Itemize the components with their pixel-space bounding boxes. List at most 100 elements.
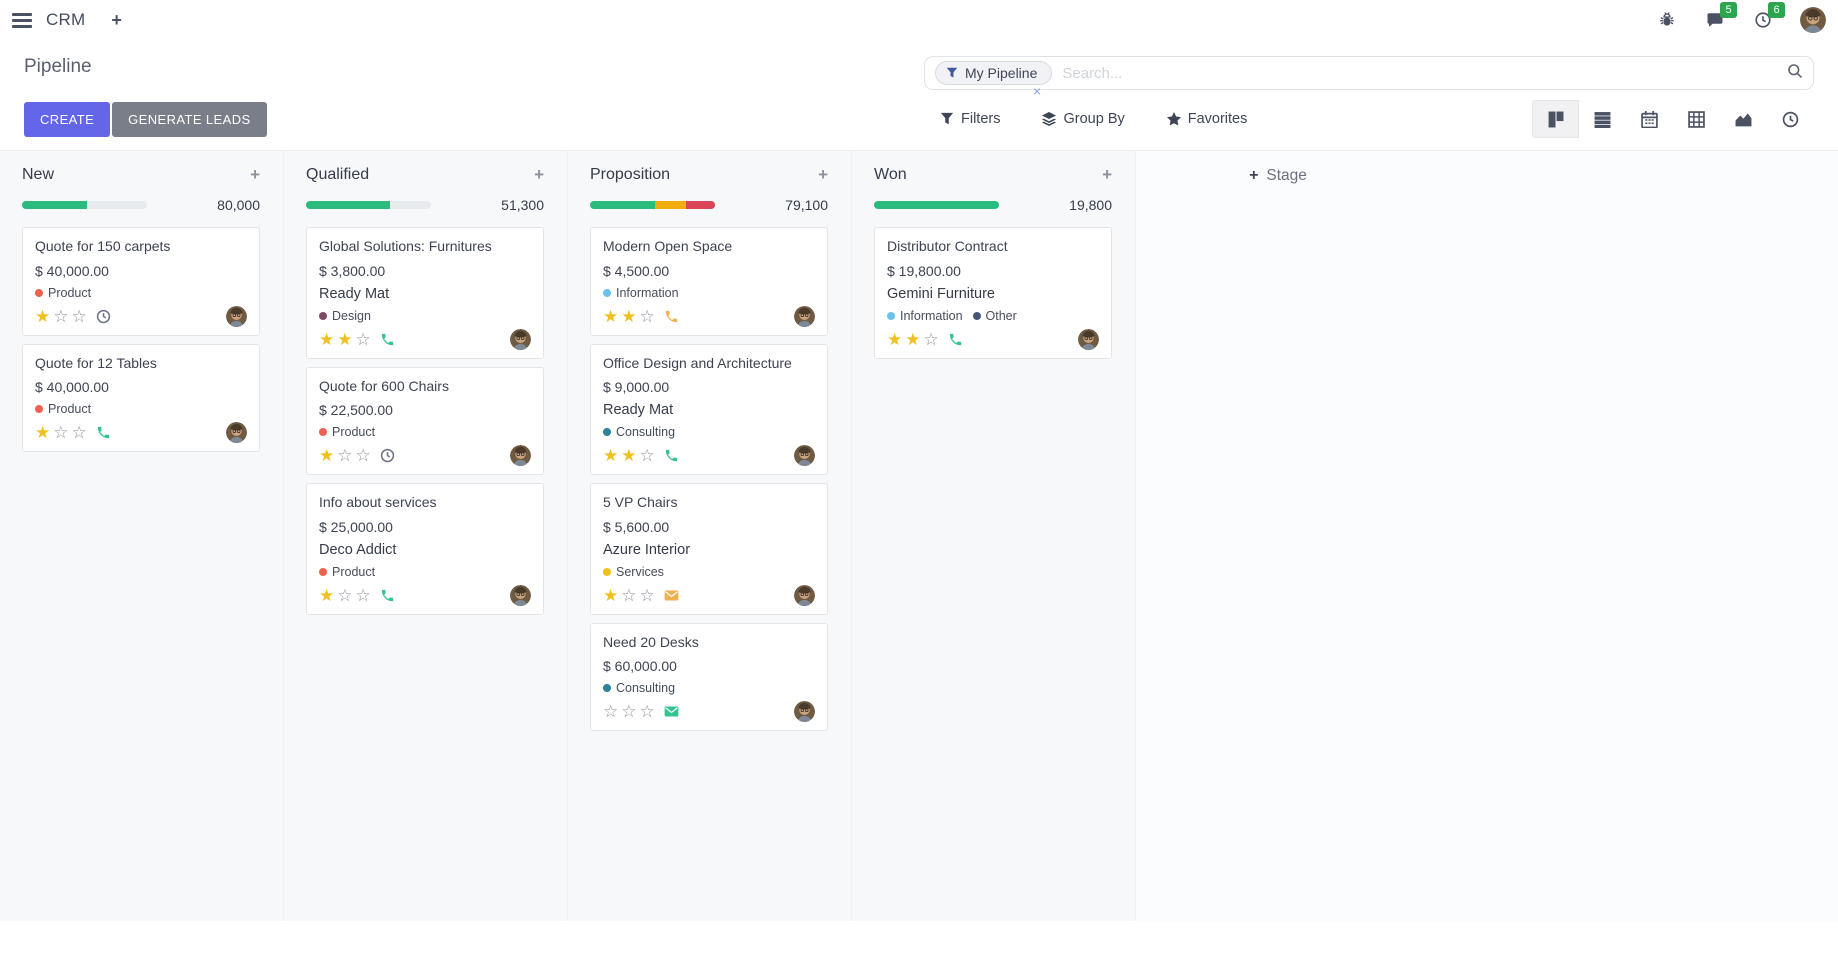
- add-record-icon[interactable]: +: [250, 165, 260, 184]
- phone-icon[interactable]: [95, 424, 113, 442]
- column-progressbar[interactable]: [306, 201, 431, 209]
- star-empty-icon[interactable]: ☆: [639, 702, 655, 721]
- search-facet-my-pipeline[interactable]: My Pipeline: [935, 61, 1053, 85]
- calendar-view-icon[interactable]: [1626, 100, 1673, 138]
- kanban-column-qualified: Qualified + 51,300 Global Solutions: Fur…: [284, 151, 568, 921]
- star-filled-icon[interactable]: ★: [887, 329, 903, 349]
- envelope-icon[interactable]: [663, 703, 681, 721]
- star-filled-icon[interactable]: ★: [319, 585, 335, 605]
- star-empty-icon[interactable]: ☆: [71, 423, 87, 442]
- star-empty-icon[interactable]: ☆: [603, 702, 619, 721]
- salesperson-avatar[interactable]: [226, 422, 247, 443]
- star-empty-icon[interactable]: ☆: [639, 585, 655, 605]
- star-filled-icon[interactable]: ★: [621, 306, 637, 326]
- star-filled-icon[interactable]: ★: [603, 306, 619, 326]
- kanban-view-icon[interactable]: [1532, 100, 1579, 138]
- kanban-card[interactable]: Info about services $ 25,000.00 Deco Add…: [306, 483, 544, 615]
- star-empty-icon[interactable]: ☆: [639, 306, 655, 326]
- app-name[interactable]: CRM: [46, 10, 86, 29]
- user-avatar[interactable]: [1800, 7, 1826, 33]
- star-empty-icon[interactable]: ☆: [639, 446, 655, 465]
- star-empty-icon[interactable]: ☆: [53, 423, 69, 442]
- star-empty-icon[interactable]: ☆: [355, 585, 371, 605]
- progress-segment[interactable]: [306, 201, 390, 209]
- kanban-card[interactable]: 5 VP Chairs $ 5,600.00 Azure Interior Se…: [590, 483, 828, 615]
- kanban-card[interactable]: Modern Open Space $ 4,500.00 Information…: [590, 227, 828, 336]
- clock-icon[interactable]: [95, 307, 113, 325]
- add-record-icon[interactable]: +: [818, 165, 828, 184]
- activity-view-icon[interactable]: [1767, 100, 1814, 138]
- plus-icon[interactable]: +: [111, 9, 122, 30]
- search-input[interactable]: Search...: [1062, 64, 1123, 82]
- kanban-card[interactable]: Global Solutions: Furnitures $ 3,800.00 …: [306, 227, 544, 359]
- create-button[interactable]: CREATE: [24, 101, 111, 137]
- column-progressbar[interactable]: [22, 201, 147, 209]
- search-icon[interactable]: [1787, 63, 1803, 84]
- salesperson-avatar[interactable]: [226, 305, 247, 327]
- star-filled-icon[interactable]: ★: [35, 306, 51, 326]
- column-progressbar[interactable]: [590, 201, 715, 209]
- progress-segment[interactable]: [655, 201, 687, 209]
- apps-menu-icon[interactable]: [12, 12, 32, 28]
- progress-segment[interactable]: [686, 201, 715, 209]
- star-filled-icon[interactable]: ★: [905, 329, 921, 349]
- star-filled-icon[interactable]: ★: [603, 446, 619, 465]
- star-filled-icon[interactable]: ★: [337, 329, 353, 349]
- group-by-button[interactable]: Group By: [1042, 111, 1125, 127]
- star-empty-icon[interactable]: ☆: [355, 329, 371, 349]
- list-view-icon[interactable]: [1579, 100, 1626, 138]
- star-filled-icon[interactable]: ★: [319, 329, 335, 349]
- salesperson-avatar[interactable]: [1078, 328, 1099, 350]
- phone-icon[interactable]: [379, 586, 397, 604]
- generate-leads-button[interactable]: GENERATE LEADS: [112, 101, 267, 137]
- salesperson-avatar[interactable]: [794, 584, 815, 606]
- add-stage-button[interactable]: + Stage: [1249, 167, 1307, 184]
- star-filled-icon[interactable]: ★: [621, 446, 637, 465]
- phone-icon[interactable]: [379, 330, 397, 348]
- salesperson-avatar[interactable]: [510, 328, 531, 350]
- kanban-card[interactable]: Quote for 12 Tables $ 40,000.00 Product …: [22, 343, 260, 452]
- kanban-card[interactable]: Office Design and Architecture $ 9,000.0…: [590, 343, 828, 475]
- add-record-icon[interactable]: +: [1102, 165, 1112, 184]
- favorites-button[interactable]: Favorites: [1166, 111, 1247, 127]
- card-tags: Design: [319, 309, 531, 323]
- filters-button[interactable]: Filters: [940, 111, 1000, 127]
- star-empty-icon[interactable]: ☆: [337, 585, 353, 605]
- messages-icon[interactable]: 5: [1704, 2, 1737, 31]
- kanban-card[interactable]: Distributor Contract $ 19,800.00 Gemini …: [874, 227, 1112, 359]
- kanban-card[interactable]: Quote for 600 Chairs $ 22,500.00 Product…: [306, 366, 544, 475]
- facet-remove-icon[interactable]: ×: [1033, 83, 1042, 99]
- progress-segment[interactable]: [22, 201, 87, 209]
- envelope-icon[interactable]: [663, 586, 681, 604]
- search-bar[interactable]: My Pipeline × Search...: [924, 56, 1814, 99]
- activities-clock-icon[interactable]: 6: [1752, 2, 1785, 31]
- clock-icon[interactable]: [379, 447, 397, 465]
- kanban-card[interactable]: Quote for 150 carpets $ 40,000.00 Produc…: [22, 227, 260, 336]
- star-empty-icon[interactable]: ☆: [337, 446, 353, 465]
- salesperson-avatar[interactable]: [794, 305, 815, 327]
- phone-icon[interactable]: [663, 307, 681, 325]
- kanban-card[interactable]: Need 20 Desks $ 60,000.00 Consulting ☆ ☆ ☆: [590, 622, 828, 731]
- star-empty-icon[interactable]: ☆: [355, 446, 371, 465]
- progress-segment[interactable]: [874, 201, 999, 209]
- pivot-view-icon[interactable]: [1673, 100, 1720, 138]
- salesperson-avatar[interactable]: [794, 701, 815, 722]
- star-empty-icon[interactable]: ☆: [923, 329, 939, 349]
- column-progressbar[interactable]: [874, 201, 999, 209]
- graph-view-icon[interactable]: [1720, 100, 1767, 138]
- salesperson-avatar[interactable]: [510, 445, 531, 466]
- star-filled-icon[interactable]: ★: [35, 423, 51, 442]
- salesperson-avatar[interactable]: [510, 584, 531, 606]
- phone-icon[interactable]: [947, 330, 965, 348]
- bug-icon[interactable]: [1656, 9, 1678, 31]
- star-filled-icon[interactable]: ★: [603, 585, 619, 605]
- star-empty-icon[interactable]: ☆: [71, 306, 87, 326]
- star-empty-icon[interactable]: ☆: [53, 306, 69, 326]
- salesperson-avatar[interactable]: [794, 445, 815, 466]
- add-record-icon[interactable]: +: [534, 165, 544, 184]
- progress-segment[interactable]: [590, 201, 655, 209]
- star-empty-icon[interactable]: ☆: [621, 585, 637, 605]
- phone-icon[interactable]: [663, 447, 681, 465]
- star-filled-icon[interactable]: ★: [319, 446, 335, 465]
- star-empty-icon[interactable]: ☆: [621, 702, 637, 721]
